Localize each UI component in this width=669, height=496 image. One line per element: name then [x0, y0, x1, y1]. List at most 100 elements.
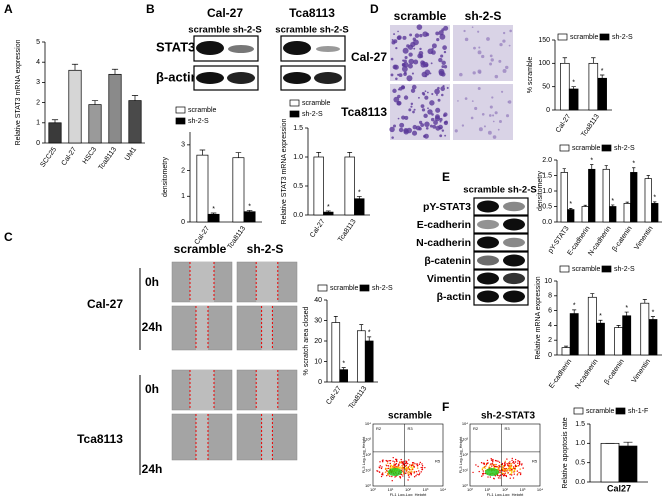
x-tick-label: E-cadherin — [548, 358, 573, 390]
y-tick-label: 1.0 — [575, 440, 585, 447]
bar — [588, 62, 599, 111]
flow-event — [487, 476, 489, 478]
y-tick-label: 0.5 — [542, 203, 552, 210]
stained-cell — [423, 113, 428, 119]
flow-event — [407, 474, 410, 477]
flow-event — [512, 466, 515, 468]
flow-event — [419, 472, 421, 474]
stained-cell — [486, 37, 490, 41]
flow-event — [490, 457, 492, 460]
stained-cell — [477, 30, 480, 33]
flow-event — [486, 459, 489, 462]
y-tick-label: 0.0 — [542, 219, 552, 226]
stained-cell — [435, 31, 440, 36]
flow-tick: 10³ — [520, 487, 526, 492]
flow-event — [503, 472, 505, 475]
flow-event — [514, 468, 516, 471]
flow-event — [407, 471, 410, 473]
lane-labels: scramble sh-2-S — [275, 25, 348, 36]
flow-event — [393, 463, 395, 465]
flow-title: sh-2-STAT3 — [481, 411, 536, 422]
flow-event — [384, 468, 387, 471]
flow-event — [410, 466, 412, 468]
flow-tick: 10⁴ — [440, 487, 446, 492]
flow-plot — [469, 423, 541, 487]
band — [503, 237, 525, 248]
flow-event — [394, 463, 397, 466]
flow-event — [509, 461, 511, 463]
y-tick-label: 4 — [548, 322, 552, 329]
legend-label: sh-2-S — [614, 266, 635, 273]
stained-cell — [418, 96, 420, 99]
stained-cell — [413, 108, 416, 111]
bar — [651, 203, 659, 223]
flow-event — [387, 465, 390, 467]
flow-event — [506, 470, 508, 472]
y-tick-label: 10 — [314, 358, 322, 365]
flow-event — [378, 471, 381, 473]
flow-event — [503, 474, 506, 476]
stained-cell — [404, 115, 409, 120]
protein-label: pY-STAT3 — [423, 201, 471, 213]
y-tick-label: 8 — [548, 293, 552, 300]
stained-cell — [436, 37, 440, 42]
significance-star: * — [358, 189, 361, 196]
flow-tick: 10¹ — [462, 468, 468, 473]
significance-star: * — [342, 360, 345, 367]
stained-cell — [422, 61, 429, 68]
y-axis-label: Relative mRNA expression — [535, 276, 542, 359]
invasion-image — [390, 84, 450, 140]
x-tick-label: Cal27 — [607, 483, 631, 493]
cell-line: Tca8113 — [289, 6, 335, 20]
stained-cell — [401, 63, 405, 67]
flow-event — [492, 460, 494, 462]
stained-cell — [413, 47, 416, 50]
band — [503, 218, 525, 231]
protein-label: E-cadherin — [417, 219, 471, 231]
column-title: scramble — [174, 242, 227, 256]
time-label: 0h — [145, 275, 159, 289]
flow-event — [481, 475, 483, 477]
flow-tick: 10⁰ — [365, 483, 371, 488]
flow-event — [402, 468, 405, 470]
stained-cell — [509, 29, 512, 33]
flow-event — [387, 467, 390, 470]
flow-event — [482, 466, 485, 469]
stained-cell — [413, 59, 419, 65]
stained-cell — [432, 124, 437, 129]
y-tick-label: 1 — [181, 193, 185, 200]
bar — [614, 327, 623, 356]
error-bar — [642, 299, 647, 304]
stained-cell — [430, 117, 435, 122]
flow-event — [401, 464, 403, 467]
stained-cell — [457, 100, 459, 102]
flow-event — [514, 464, 517, 466]
significance-star: * — [572, 80, 575, 87]
flow-event — [494, 464, 497, 466]
x-tick-label: Vimentin — [633, 225, 654, 251]
bar — [68, 69, 82, 144]
flow-event — [485, 463, 488, 466]
flow-event — [513, 473, 515, 475]
legend-label: sh-2-S — [302, 111, 323, 118]
error-bar — [210, 212, 217, 215]
bar — [640, 302, 650, 356]
flow-event — [477, 465, 479, 468]
flow-event — [402, 464, 404, 466]
stained-cell — [404, 71, 407, 75]
stained-cell — [412, 110, 415, 114]
flow-event — [386, 470, 388, 473]
flow-event — [475, 464, 477, 466]
x-tick-label: Cal-27 — [61, 146, 79, 167]
legend-label: scramble — [570, 34, 599, 41]
panel-label: E — [442, 170, 450, 184]
stained-cell — [431, 113, 434, 116]
flow-event — [408, 459, 410, 461]
error-bar — [604, 165, 608, 170]
legend-label: sh-2-S — [188, 118, 209, 125]
flow-event — [386, 467, 388, 470]
x-tick-label: SCC25 — [39, 146, 58, 169]
flow-event — [516, 465, 519, 467]
stained-cell — [443, 25, 449, 31]
flow-event — [501, 472, 504, 475]
